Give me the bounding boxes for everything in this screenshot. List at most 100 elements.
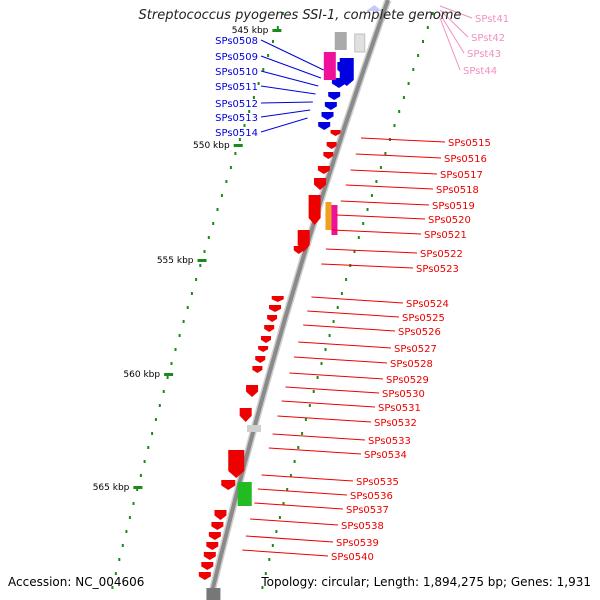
gene-label: SPs0536 bbox=[350, 491, 393, 502]
leader-line bbox=[272, 433, 366, 441]
red-gene-arrow bbox=[293, 246, 304, 254]
red-gene-arrow bbox=[330, 130, 341, 136]
blue-gene-arrow bbox=[324, 102, 337, 110]
scale-label: 545 kbp bbox=[232, 26, 269, 36]
outer-tick bbox=[375, 180, 378, 183]
leader-line bbox=[260, 101, 313, 104]
outer-tick bbox=[278, 516, 281, 519]
outer-tick bbox=[353, 250, 356, 253]
red-gene-arrow bbox=[264, 325, 275, 332]
outer-tick bbox=[264, 572, 267, 575]
gene-label: SPst41 bbox=[475, 14, 509, 25]
leader-line bbox=[321, 263, 414, 269]
leader-line bbox=[439, 9, 469, 38]
inner-tick bbox=[111, 586, 114, 589]
gene-label: SPs0522 bbox=[420, 249, 463, 260]
gene-label: SPs0518 bbox=[436, 185, 479, 196]
outer-tick bbox=[297, 446, 300, 449]
leader-line bbox=[360, 137, 446, 143]
outer-tick bbox=[332, 320, 335, 323]
gene-label: SPs0523 bbox=[416, 264, 459, 275]
gene-label: SPs0539 bbox=[336, 538, 379, 549]
leader-line bbox=[293, 356, 388, 364]
gene-label: SPs0537 bbox=[346, 505, 389, 516]
leader-line bbox=[350, 169, 438, 175]
outer-tick bbox=[271, 544, 274, 547]
outer-tick bbox=[282, 502, 285, 505]
outer-tick bbox=[324, 348, 327, 351]
inner-tick bbox=[234, 152, 237, 155]
inner-tick bbox=[178, 334, 181, 337]
inner-tick bbox=[257, 82, 260, 85]
gene-label: SPs0521 bbox=[424, 230, 467, 241]
outer-tick bbox=[422, 40, 424, 43]
outer-tick bbox=[398, 110, 401, 113]
red-gene-arrow bbox=[308, 195, 321, 225]
outer-tick bbox=[426, 26, 429, 29]
leader-line bbox=[298, 341, 392, 349]
grey-gene bbox=[334, 32, 347, 50]
outer-tick bbox=[370, 194, 373, 197]
gene-label: SPs0512 bbox=[215, 99, 258, 110]
inner-tick bbox=[229, 166, 232, 169]
outer-tick bbox=[289, 474, 292, 477]
outer-tick bbox=[393, 124, 396, 127]
grey-gene bbox=[247, 425, 262, 432]
outer-tick bbox=[379, 166, 382, 169]
leader-line bbox=[307, 310, 400, 318]
inner-tick bbox=[262, 68, 265, 71]
red-gene-arrow bbox=[255, 356, 266, 363]
outer-tick bbox=[293, 460, 296, 463]
leader-line bbox=[245, 535, 334, 543]
inner-tick bbox=[220, 194, 223, 197]
major-tick bbox=[272, 29, 282, 32]
gene-label: SPs0531 bbox=[378, 403, 421, 414]
outer-tick bbox=[328, 334, 331, 337]
major-tick bbox=[197, 259, 207, 262]
red-gene-arrow bbox=[246, 385, 259, 397]
gene-label: SPst44 bbox=[463, 66, 497, 77]
leader-line bbox=[439, 5, 473, 19]
outer-tick bbox=[286, 488, 289, 491]
leader-line bbox=[268, 447, 362, 455]
gene-label: SPs0520 bbox=[428, 215, 471, 226]
blue-gene-arrow bbox=[318, 122, 331, 130]
magenta-gene bbox=[331, 205, 338, 235]
outer-tick bbox=[312, 390, 315, 393]
leader-line bbox=[260, 85, 316, 95]
gene-label: SPst42 bbox=[471, 33, 505, 44]
leader-line bbox=[281, 400, 376, 408]
inner-tick bbox=[267, 54, 270, 57]
gene-label: SPs0538 bbox=[341, 521, 384, 532]
gene-label: SPs0517 bbox=[440, 170, 483, 181]
red-gene-arrow bbox=[317, 166, 330, 174]
red-gene-arrow bbox=[211, 522, 224, 530]
inner-tick bbox=[154, 418, 157, 421]
gene-label: SPs0510 bbox=[215, 67, 258, 78]
orange-gene bbox=[325, 202, 332, 230]
outer-tick bbox=[384, 152, 387, 155]
leader-line bbox=[260, 117, 308, 133]
gene-label: SPs0540 bbox=[331, 552, 374, 563]
gene-labels[interactable]: SPs0508 SPs0509 SPs0510 SPs0511 SPs0512 SPs05… bbox=[215, 14, 509, 563]
outer-tick bbox=[275, 530, 278, 533]
red-gene-arrow bbox=[326, 142, 337, 149]
leader-line bbox=[336, 214, 426, 220]
major-tick bbox=[164, 373, 174, 376]
inner-tick bbox=[114, 572, 117, 575]
genome-summary: Topology: circular; Length: 1,894,275 bp… bbox=[261, 575, 591, 589]
gene-label: SPs0519 bbox=[432, 201, 475, 212]
leader-line bbox=[260, 70, 319, 87]
magenta-gene bbox=[323, 52, 336, 80]
inner-tick bbox=[186, 306, 189, 309]
outer-tick bbox=[320, 362, 323, 365]
gene-features bbox=[198, 5, 383, 600]
inner-tick bbox=[190, 292, 193, 295]
leader-line bbox=[261, 474, 354, 482]
red-gene-arrow bbox=[206, 542, 219, 550]
leader-line bbox=[439, 17, 461, 71]
inner-tick bbox=[203, 250, 206, 253]
inner-tick bbox=[136, 488, 139, 491]
inner-tick bbox=[195, 278, 198, 281]
